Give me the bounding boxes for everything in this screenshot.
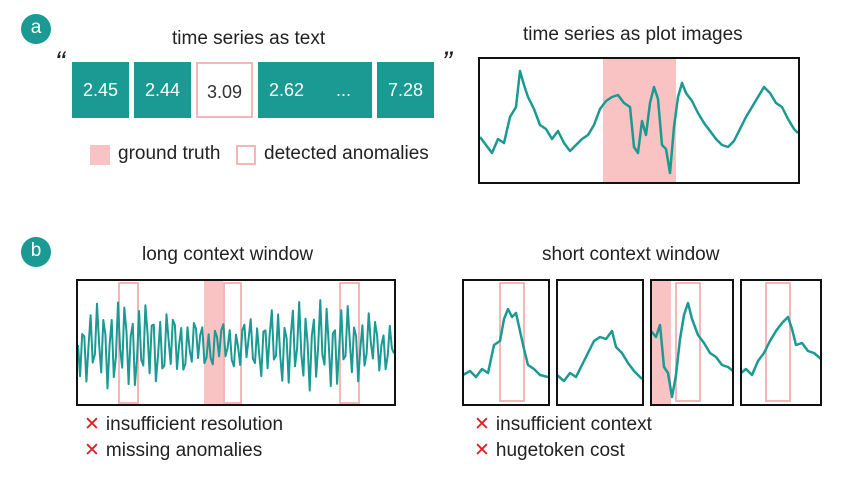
plot-frame xyxy=(76,279,396,406)
long-series-line xyxy=(77,299,395,392)
issue-label: insufficient resolution xyxy=(105,414,284,435)
short-context-issues: ✕ insufficient context ✕ hugetoken cost xyxy=(474,412,652,464)
plot-frame xyxy=(556,279,644,406)
value-token: 2.44 xyxy=(134,62,191,118)
issue-item: ✕ insufficient resolution xyxy=(84,412,283,438)
value-token: 7.28 xyxy=(377,62,434,118)
cross-icon: ✕ xyxy=(84,440,100,461)
detected-anomalies-swatch xyxy=(236,145,256,165)
cross-icon: ✕ xyxy=(84,414,100,435)
ground-truth-label: ground truth xyxy=(118,143,221,164)
legend: ground truth detected anomalies xyxy=(90,143,450,167)
value-token: 2.62 xyxy=(258,62,315,118)
plot-frame xyxy=(650,279,734,406)
plot-image xyxy=(478,57,800,184)
long-context-plot xyxy=(76,279,396,406)
short-window-4 xyxy=(740,279,822,406)
issue-item: ✕ missing anomalies xyxy=(84,438,283,464)
text-series-title: time series as text xyxy=(172,28,326,49)
short-window-2 xyxy=(556,279,644,406)
short-window-1 xyxy=(462,279,550,406)
issue-label: missing anomalies xyxy=(105,440,263,461)
plot-frame xyxy=(740,279,822,406)
detected-anomaly-token: 3.09 xyxy=(196,62,253,118)
detected-anomalies-label: detected anomalies xyxy=(264,143,429,164)
plot-series-title: time series as plot images xyxy=(523,24,743,45)
panel-b-badge: b xyxy=(21,237,51,267)
issue-label: hugetoken cost xyxy=(495,440,625,461)
value-token: 2.45 xyxy=(72,62,129,118)
short-context-title: short context window xyxy=(542,244,720,265)
panel-a-badge: a xyxy=(21,14,51,44)
detected-window xyxy=(223,282,242,404)
plot-frame xyxy=(462,279,550,406)
ground-truth-swatch xyxy=(90,145,110,165)
issue-label: insufficient context xyxy=(495,414,652,435)
ellipsis-token: ... xyxy=(315,62,372,118)
detected-window xyxy=(675,282,701,402)
detected-window xyxy=(765,282,791,402)
short-window-3 xyxy=(650,279,734,406)
long-context-title: long context window xyxy=(142,244,314,265)
detected-window xyxy=(499,282,525,402)
cross-icon: ✕ xyxy=(474,414,490,435)
close-quote: ” xyxy=(442,46,452,79)
long-context-issues: ✕ insufficient resolution ✕ missing anomal… xyxy=(84,412,283,464)
plot-frame xyxy=(478,57,800,184)
ground-truth-region xyxy=(603,58,676,183)
issue-item: ✕ insufficient context xyxy=(474,412,652,438)
cross-icon: ✕ xyxy=(474,440,490,461)
open-quote: “ xyxy=(55,46,65,79)
issue-item: ✕ hugetoken cost xyxy=(474,438,652,464)
